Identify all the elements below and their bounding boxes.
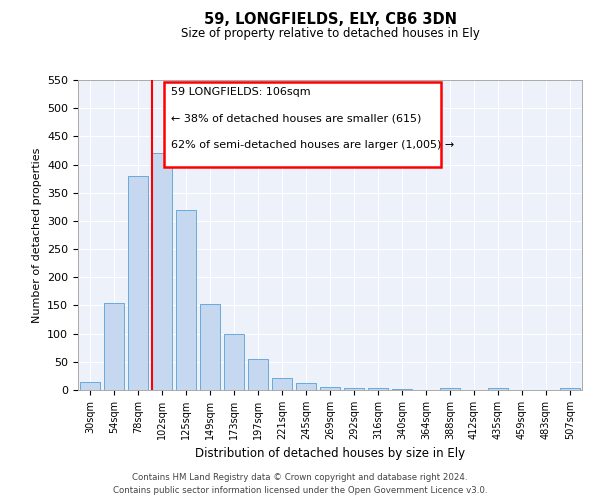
Text: Contains HM Land Registry data © Crown copyright and database right 2024.: Contains HM Land Registry data © Crown c… bbox=[132, 472, 468, 482]
Bar bbox=[224, 334, 244, 390]
Bar bbox=[152, 154, 172, 390]
Text: Contains public sector information licensed under the Open Government Licence v3: Contains public sector information licen… bbox=[113, 486, 487, 495]
Bar bbox=[296, 383, 316, 390]
Text: 62% of semi-detached houses are larger (1,005) →: 62% of semi-detached houses are larger (… bbox=[171, 140, 454, 150]
Bar bbox=[320, 386, 340, 390]
Bar bbox=[440, 388, 460, 390]
FancyBboxPatch shape bbox=[164, 82, 441, 167]
Text: 59, LONGFIELDS, ELY, CB6 3DN: 59, LONGFIELDS, ELY, CB6 3DN bbox=[203, 12, 457, 28]
Bar bbox=[368, 388, 388, 390]
Text: Size of property relative to detached houses in Ely: Size of property relative to detached ho… bbox=[181, 28, 479, 40]
Bar bbox=[200, 304, 220, 390]
Text: ← 38% of detached houses are smaller (615): ← 38% of detached houses are smaller (61… bbox=[171, 114, 422, 124]
Bar bbox=[488, 388, 508, 390]
Text: 59 LONGFIELDS: 106sqm: 59 LONGFIELDS: 106sqm bbox=[171, 87, 311, 97]
Bar bbox=[128, 176, 148, 390]
Y-axis label: Number of detached properties: Number of detached properties bbox=[32, 148, 41, 322]
Bar bbox=[80, 382, 100, 390]
Bar bbox=[344, 388, 364, 390]
Bar bbox=[272, 378, 292, 390]
Bar bbox=[176, 210, 196, 390]
Bar bbox=[560, 388, 580, 390]
X-axis label: Distribution of detached houses by size in Ely: Distribution of detached houses by size … bbox=[195, 448, 465, 460]
Bar bbox=[248, 359, 268, 390]
Bar bbox=[392, 389, 412, 390]
Bar bbox=[104, 302, 124, 390]
